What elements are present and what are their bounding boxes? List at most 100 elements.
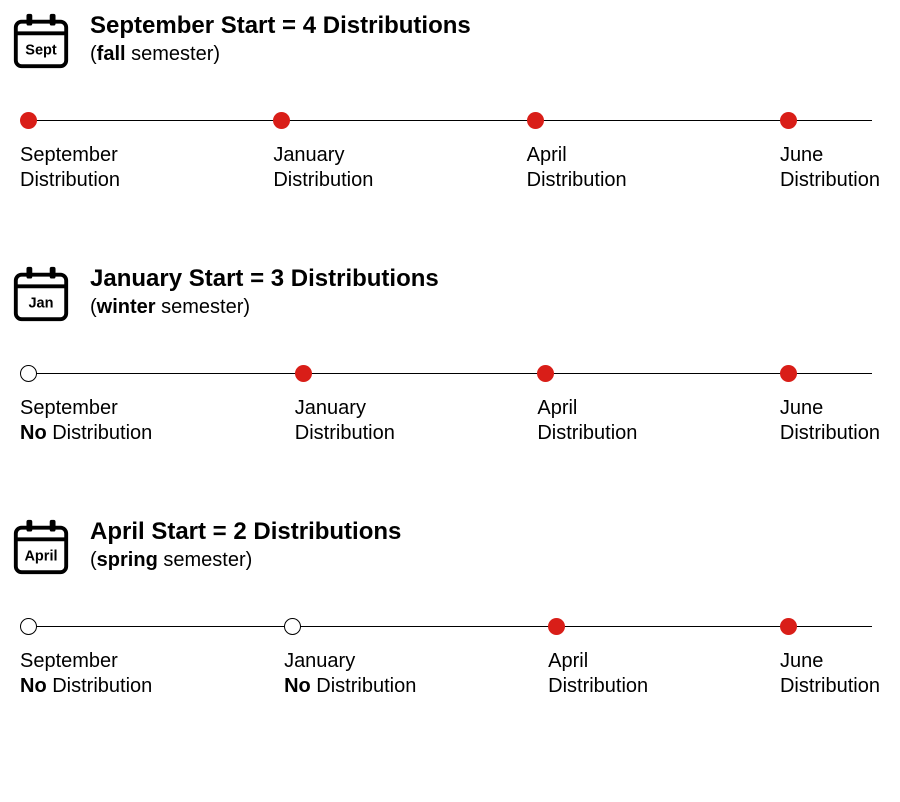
point-label: JanuaryDistribution <box>273 143 373 193</box>
timeline-point: AprilDistribution <box>537 365 637 446</box>
dot-filled-icon <box>295 365 312 382</box>
point-label: JuneDistribution <box>780 396 880 446</box>
subtitle-semester: spring <box>97 549 158 571</box>
point-distribution-line: Distribution <box>295 421 395 446</box>
point-distribution-line: No Distribution <box>20 674 152 699</box>
point-distribution-line: Distribution <box>273 168 373 193</box>
subtitle-suffix: semester) <box>156 296 250 318</box>
point-label: JuneDistribution <box>780 649 880 699</box>
point-distribution-line: No Distribution <box>284 674 416 699</box>
timeline: SeptemberNo DistributionJanuaryDistribut… <box>10 365 890 446</box>
timeline-point: JanuaryDistribution <box>273 112 373 193</box>
timeline-point: JuneDistribution <box>780 618 880 699</box>
svg-text:April: April <box>24 549 57 565</box>
dot-filled-icon <box>780 365 797 382</box>
section-header: Jan January Start = 3 Distributions(wint… <box>10 263 890 325</box>
dot-filled-icon <box>527 112 544 129</box>
subtitle-semester: winter <box>97 296 156 318</box>
timeline-point: SeptemberNo Distribution <box>20 365 152 446</box>
distribution-text: Distribution <box>295 422 395 444</box>
calendar-icon: Jan <box>10 263 72 325</box>
section-title: January Start = 3 Distributions <box>90 265 439 294</box>
point-label: AprilDistribution <box>527 143 627 193</box>
distribution-text: Distribution <box>316 675 416 697</box>
dot-empty-icon <box>20 618 37 635</box>
point-label: JanuaryNo Distribution <box>284 649 416 699</box>
dot-filled-icon <box>780 618 797 635</box>
title-block: April Start = 2 Distributions(spring sem… <box>90 516 401 572</box>
calendar-icon: Sept <box>10 10 72 72</box>
no-text: No <box>284 675 311 697</box>
section-header: April April Start = 2 Distributions(spri… <box>10 516 890 578</box>
timeline-point: SeptemberNo Distribution <box>20 618 152 699</box>
subtitle-prefix: ( <box>90 43 97 65</box>
dot-filled-icon <box>537 365 554 382</box>
distribution-text: Distribution <box>273 169 373 191</box>
point-month: September <box>20 396 152 421</box>
timeline-points: SeptemberDistributionJanuaryDistribution… <box>20 112 880 193</box>
timeline-point: JuneDistribution <box>780 365 880 446</box>
timeline-point: JanuaryNo Distribution <box>284 618 416 699</box>
distribution-timelines: Sept September Start = 4 Distributions(f… <box>10 10 890 699</box>
distribution-section: April April Start = 2 Distributions(spri… <box>10 516 890 699</box>
dot-empty-icon <box>284 618 301 635</box>
point-distribution-line: Distribution <box>537 421 637 446</box>
point-month: January <box>284 649 416 674</box>
dot-filled-icon <box>548 618 565 635</box>
calendar-icon: Jan <box>10 263 72 325</box>
point-month: September <box>20 649 152 674</box>
point-month: January <box>273 143 373 168</box>
section-subtitle: (spring semester) <box>90 549 401 572</box>
distribution-text: Distribution <box>780 422 880 444</box>
point-label: SeptemberDistribution <box>20 143 120 193</box>
point-label: SeptemberNo Distribution <box>20 649 152 699</box>
distribution-text: Distribution <box>537 422 637 444</box>
point-label: JanuaryDistribution <box>295 396 395 446</box>
distribution-text: Distribution <box>20 169 120 191</box>
calendar-icon: Sept <box>10 10 72 72</box>
section-header: Sept September Start = 4 Distributions(f… <box>10 10 890 72</box>
title-block: September Start = 4 Distributions(fall s… <box>90 10 471 66</box>
section-subtitle: (fall semester) <box>90 43 471 66</box>
title-block: January Start = 3 Distributions(winter s… <box>90 263 439 319</box>
timeline-point: SeptemberDistribution <box>20 112 120 193</box>
dot-empty-icon <box>20 365 37 382</box>
distribution-text: Distribution <box>548 675 648 697</box>
distribution-text: Distribution <box>527 169 627 191</box>
no-text: No <box>20 675 47 697</box>
dot-filled-icon <box>780 112 797 129</box>
point-month: January <box>295 396 395 421</box>
timeline-points: SeptemberNo DistributionJanuaryDistribut… <box>20 365 880 446</box>
timeline-point: AprilDistribution <box>527 112 627 193</box>
subtitle-suffix: semester) <box>158 549 252 571</box>
timeline-points: SeptemberNo DistributionJanuaryNo Distri… <box>20 618 880 699</box>
point-distribution-line: Distribution <box>780 168 880 193</box>
timeline: SeptemberDistributionJanuaryDistribution… <box>10 112 890 193</box>
distribution-section: Sept September Start = 4 Distributions(f… <box>10 10 890 193</box>
point-label: JuneDistribution <box>780 143 880 193</box>
dot-filled-icon <box>273 112 290 129</box>
point-distribution-line: Distribution <box>527 168 627 193</box>
section-title: April Start = 2 Distributions <box>90 518 401 547</box>
svg-text:Sept: Sept <box>25 43 57 59</box>
no-text: No <box>20 422 47 444</box>
dot-filled-icon <box>20 112 37 129</box>
distribution-text: Distribution <box>780 675 880 697</box>
point-distribution-line: No Distribution <box>20 421 152 446</box>
point-month: June <box>780 143 880 168</box>
distribution-text: Distribution <box>780 169 880 191</box>
timeline-point: JanuaryDistribution <box>295 365 395 446</box>
subtitle-semester: fall <box>97 43 126 65</box>
point-month: April <box>548 649 648 674</box>
timeline-point: AprilDistribution <box>548 618 648 699</box>
point-label: AprilDistribution <box>548 649 648 699</box>
point-label: AprilDistribution <box>537 396 637 446</box>
point-label: SeptemberNo Distribution <box>20 396 152 446</box>
point-month: April <box>527 143 627 168</box>
section-title: September Start = 4 Distributions <box>90 12 471 41</box>
calendar-icon: April <box>10 516 72 578</box>
subtitle-prefix: ( <box>90 549 97 571</box>
distribution-text: Distribution <box>52 675 152 697</box>
point-month: September <box>20 143 120 168</box>
svg-text:Jan: Jan <box>28 296 53 312</box>
